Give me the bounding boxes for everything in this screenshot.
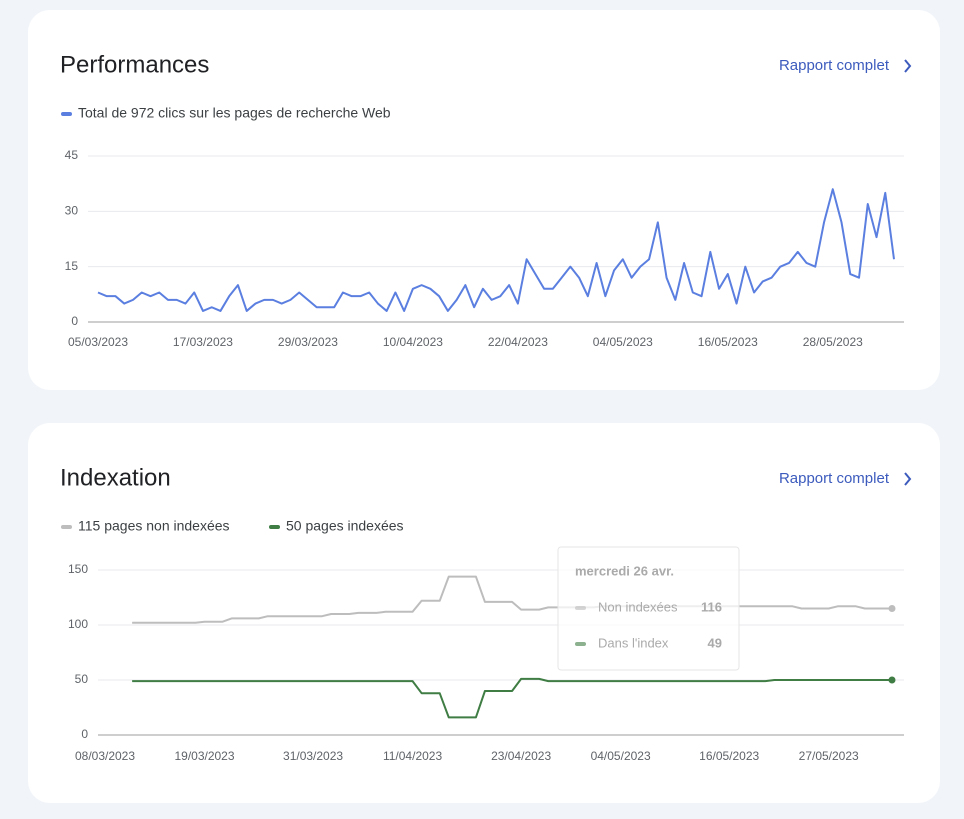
tooltip-label: Dans l'index	[598, 635, 669, 650]
x-tick-label: 31/03/2023	[283, 749, 343, 763]
series-line	[132, 575, 892, 624]
x-tick-label: 16/05/2023	[698, 335, 758, 349]
y-tick-label: 0	[71, 314, 78, 328]
y-tick-label: 45	[65, 148, 79, 162]
x-tick-label: 05/03/2023	[68, 335, 128, 349]
legend-label: 50 pages indexées	[286, 518, 404, 534]
x-tick-label: 28/05/2023	[803, 335, 863, 349]
series-line	[132, 677, 892, 719]
tooltip-value: 49	[708, 635, 722, 650]
legend-swatch	[61, 525, 72, 529]
x-tick-label: 04/05/2023	[591, 749, 651, 763]
x-tick-label: 22/04/2023	[488, 335, 548, 349]
card	[28, 10, 940, 390]
x-tick-label: 04/05/2023	[593, 335, 653, 349]
legend-label: Total de 972 clics sur les pages de rech…	[78, 105, 391, 121]
x-tick-label: 29/03/2023	[278, 335, 338, 349]
series-line	[97, 188, 895, 312]
x-tick-label: 17/03/2023	[173, 335, 233, 349]
end-marker	[888, 676, 896, 684]
report-link[interactable]: Rapport complet	[779, 57, 890, 74]
legend-swatch	[269, 525, 280, 529]
tooltip-swatch	[575, 606, 586, 610]
x-tick-label: 27/05/2023	[799, 749, 859, 763]
tooltip	[557, 546, 740, 671]
y-tick-label: 100	[68, 617, 88, 631]
y-tick-label: 150	[68, 562, 88, 576]
tooltip-title: mercredi 26 avr.	[575, 563, 674, 578]
y-tick-label: 30	[65, 204, 79, 218]
tooltip-label: Non indexées	[598, 599, 678, 614]
card-title: Performances	[60, 51, 209, 78]
chevron[interactable]	[904, 59, 912, 73]
x-tick-label: 19/03/2023	[174, 749, 234, 763]
tooltip-swatch	[575, 642, 586, 646]
x-tick-label: 08/03/2023	[75, 749, 135, 763]
y-tick-label: 0	[81, 727, 88, 741]
report-link[interactable]: Rapport complet	[779, 470, 890, 487]
y-tick-label: 15	[65, 259, 79, 273]
x-tick-label: 10/04/2023	[383, 335, 443, 349]
y-tick-label: 50	[75, 672, 89, 686]
card	[28, 423, 940, 803]
tooltip-value: 116	[701, 599, 722, 614]
chevron[interactable]	[904, 472, 912, 486]
legend-swatch	[61, 112, 72, 116]
x-tick-label: 16/05/2023	[699, 749, 759, 763]
card-title: Indexation	[60, 464, 171, 491]
x-tick-label: 23/04/2023	[491, 749, 551, 763]
legend-label: 115 pages non indexées	[78, 518, 230, 534]
end-marker	[888, 605, 896, 612]
x-tick-label: 11/04/2023	[383, 749, 442, 763]
